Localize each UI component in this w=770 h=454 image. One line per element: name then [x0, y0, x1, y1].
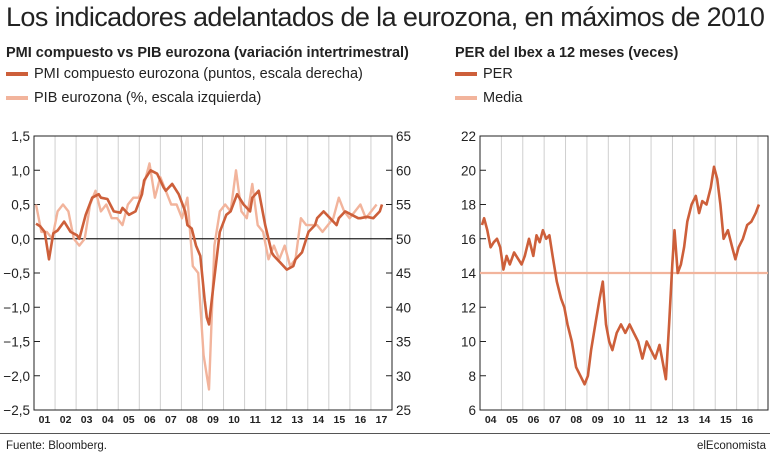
- x-tick-label-left: 06: [144, 414, 156, 426]
- x-tick-label-left: 12: [270, 414, 282, 426]
- x-tick-label-right: 11: [635, 414, 646, 426]
- x-tick-label-left: 09: [207, 414, 219, 426]
- x-tick-label-right: 08: [570, 414, 582, 426]
- bottom-rule: [0, 433, 770, 434]
- x-tick-label-right: 14: [699, 414, 711, 426]
- x-tick-label-left: 01: [39, 414, 51, 426]
- x-tick-label-left: 04: [102, 414, 114, 426]
- y-right-tick-label: 25: [396, 403, 411, 418]
- x-tick-label-right: 12: [656, 414, 668, 426]
- y-left-tick-label: −2,5: [3, 403, 30, 418]
- x-tick-label-left: 17: [376, 414, 388, 426]
- y-right-tick-label: 45: [396, 266, 411, 281]
- legend-swatch-pib: [6, 96, 28, 100]
- x-tick-label-right: 15: [720, 414, 732, 426]
- y-tick-label: 12: [461, 300, 476, 315]
- y-tick-label: 6: [468, 403, 476, 418]
- legend-label-pib: PIB eurozona (%, escala izquierda): [34, 90, 262, 106]
- legend-swatch-pmi: [6, 72, 28, 76]
- y-tick-label: 14: [461, 266, 477, 281]
- series-line-per: [480, 165, 761, 386]
- series-line-pmi: [35, 169, 384, 326]
- page-title: Los indicadores adelantados de la eurozo…: [6, 2, 765, 32]
- y-left-tick-label: 0,5: [11, 198, 30, 213]
- y-right-tick-label: 65: [396, 129, 411, 144]
- x-tick-label-left: 03: [81, 414, 93, 426]
- source-note: Fuente: Bloomberg.: [6, 440, 108, 452]
- legend-label-pmi: PMI compuesto eurozona (puntos, escala d…: [34, 66, 363, 82]
- legend-item-pmi: PMI compuesto eurozona (puntos, escala d…: [6, 66, 363, 82]
- y-left-tick-label: 1,0: [11, 163, 30, 178]
- x-tick-label-right: 06: [528, 414, 540, 426]
- x-tick-label-right: 16: [741, 414, 753, 426]
- x-tick-label-right: 09: [592, 414, 604, 426]
- x-tick-label-left: 05: [123, 414, 135, 426]
- y-left-tick-label: −1,0: [3, 300, 30, 315]
- y-left-tick-label: 1,5: [11, 129, 30, 144]
- y-left-tick-label: −0,5: [3, 266, 30, 281]
- legend-swatch-per: [455, 72, 477, 76]
- y-tick-label: 8: [468, 369, 476, 384]
- legend-item-media: Media: [455, 90, 523, 106]
- y-right-tick-label: 35: [396, 335, 411, 350]
- y-left-tick-label: −2,0: [3, 369, 30, 384]
- x-tick-label-left: 11: [250, 414, 261, 426]
- x-tick-label-left: 07: [165, 414, 177, 426]
- x-tick-label-left: 08: [186, 414, 198, 426]
- y-right-tick-label: 55: [396, 198, 411, 213]
- x-tick-label-right: 07: [549, 414, 561, 426]
- y-tick-label: 16: [461, 232, 476, 247]
- y-tick-label: 20: [461, 163, 476, 178]
- x-tick-label-left: 13: [291, 414, 303, 426]
- legend-label-media: Media: [483, 90, 523, 106]
- y-right-tick-label: 30: [396, 369, 411, 384]
- x-tick-label-right: 05: [506, 414, 518, 426]
- x-tick-label-right: 10: [613, 414, 625, 426]
- chart-right-title: PER del Ibex a 12 meses (veces): [455, 45, 679, 61]
- x-tick-label-right: 13: [677, 414, 689, 426]
- y-right-tick-label: 60: [396, 163, 411, 178]
- x-tick-label-left: 15: [334, 414, 346, 426]
- series-line-pib: [34, 162, 378, 391]
- x-tick-label-right: 04: [485, 414, 497, 426]
- legend-label-per: PER: [483, 66, 513, 82]
- legend-item-per: PER: [455, 66, 513, 82]
- x-tick-label-left: 16: [355, 414, 367, 426]
- x-tick-label-left: 10: [228, 414, 240, 426]
- legend-item-pib: PIB eurozona (%, escala izquierda): [6, 90, 261, 106]
- x-tick-label-left: 14: [312, 414, 324, 426]
- x-tick-label-left: 02: [60, 414, 72, 426]
- y-tick-label: 10: [461, 335, 476, 350]
- y-tick-label: 22: [461, 129, 476, 144]
- legend-swatch-media: [455, 96, 477, 100]
- brand-logo-text: elEconomista: [696, 440, 766, 452]
- y-tick-label: 18: [461, 198, 476, 213]
- y-right-tick-label: 50: [396, 232, 411, 247]
- y-left-tick-label: 0,0: [11, 232, 30, 247]
- y-left-tick-label: −1,5: [3, 335, 30, 350]
- chart-left-title: PMI compuesto vs PIB eurozona (variación…: [6, 45, 409, 61]
- y-right-tick-label: 40: [396, 300, 411, 315]
